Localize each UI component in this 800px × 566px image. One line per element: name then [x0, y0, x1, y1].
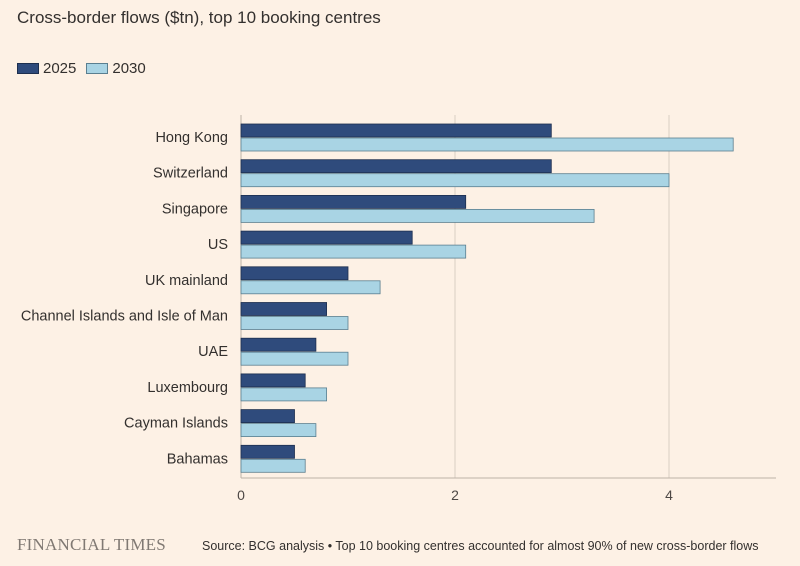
- x-tick-label-2: 2: [451, 487, 459, 503]
- legend: 2025 2030: [17, 60, 156, 77]
- bar-singapore-2030: [240, 208, 595, 223]
- category-label-cayman-islands: Cayman Islands: [124, 416, 228, 432]
- legend-item-2025: 2025: [17, 60, 76, 77]
- legend-swatch-2030: [86, 63, 109, 74]
- bar-channel-islands-and-isle-of-man-2030: [240, 316, 349, 330]
- chart-title: Cross-border flows ($tn), top 10 booking…: [17, 8, 381, 27]
- bar-luxembourg-2025: [240, 373, 306, 388]
- category-label-uae: UAE: [198, 344, 228, 360]
- bar-hong-kong-2030: [240, 137, 734, 152]
- category-label-bahamas: Bahamas: [167, 451, 228, 467]
- bar-hong-kong-2025: [240, 123, 552, 138]
- category-label-uk-mainland: UK mainland: [145, 273, 228, 289]
- bar-cayman-islands-2030: [240, 423, 317, 438]
- legend-label-2030: 2030: [112, 60, 146, 77]
- bar-cayman-islands-2025: [240, 409, 295, 424]
- bar-switzerland-2025: [240, 159, 552, 174]
- bar-singapore-2025: [240, 194, 467, 209]
- bar-uk-mainland-2025: [240, 266, 349, 281]
- bar-channel-islands-and-isle-of-man-2025: [240, 302, 327, 316]
- category-label-luxembourg: Luxembourg: [147, 380, 228, 396]
- bar-bahamas-2025: [240, 444, 295, 459]
- legend-item-2030: 2030: [86, 60, 146, 77]
- bar-us-2025: [240, 230, 413, 245]
- bar-switzerland-2030: [240, 173, 670, 188]
- source-note: Source: BCG analysis • Top 10 booking ce…: [202, 539, 759, 553]
- category-label-switzerland: Switzerland: [153, 166, 228, 182]
- legend-label-2025: 2025: [43, 60, 77, 77]
- bar-luxembourg-2030: [240, 387, 327, 402]
- bar-uae-2030: [240, 351, 349, 366]
- bar-bahamas-2030: [240, 458, 306, 473]
- category-label-hong-kong: Hong Kong: [155, 130, 228, 146]
- ft-logo: FINANCIAL TIMES: [17, 535, 166, 554]
- x-tick-label-0: 0: [237, 487, 245, 503]
- legend-swatch-2025: [17, 63, 39, 74]
- bar-uk-mainland-2030: [240, 280, 381, 295]
- bar-uae-2025: [240, 337, 317, 352]
- category-label-channel-islands-and-isle-of-man: Channel Islands and Isle of Man: [21, 309, 228, 325]
- bar-us-2030: [240, 244, 467, 259]
- category-label-singapore: Singapore: [162, 201, 228, 217]
- category-label-us: US: [208, 237, 228, 253]
- x-tick-label-4: 4: [665, 487, 673, 503]
